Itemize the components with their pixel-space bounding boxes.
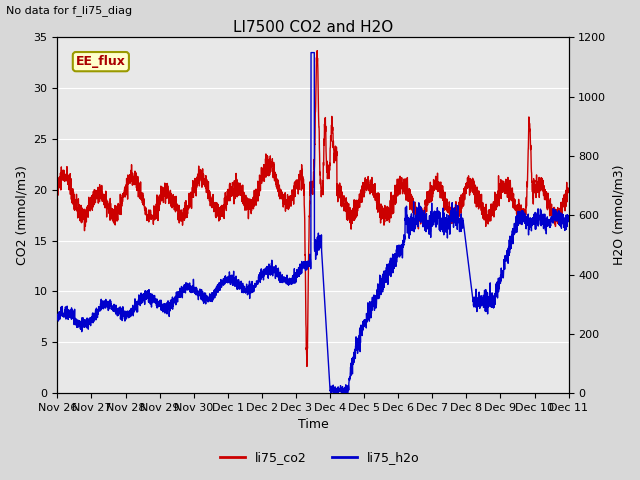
Legend: li75_co2, li75_h2o: li75_co2, li75_h2o xyxy=(215,446,425,469)
Y-axis label: H2O (mmol/m3): H2O (mmol/m3) xyxy=(612,165,625,265)
Text: EE_flux: EE_flux xyxy=(76,55,126,68)
Title: LI7500 CO2 and H2O: LI7500 CO2 and H2O xyxy=(233,20,393,35)
X-axis label: Time: Time xyxy=(298,419,328,432)
Y-axis label: CO2 (mmol/m3): CO2 (mmol/m3) xyxy=(15,165,28,265)
Text: No data for f_li75_diag: No data for f_li75_diag xyxy=(6,5,132,16)
